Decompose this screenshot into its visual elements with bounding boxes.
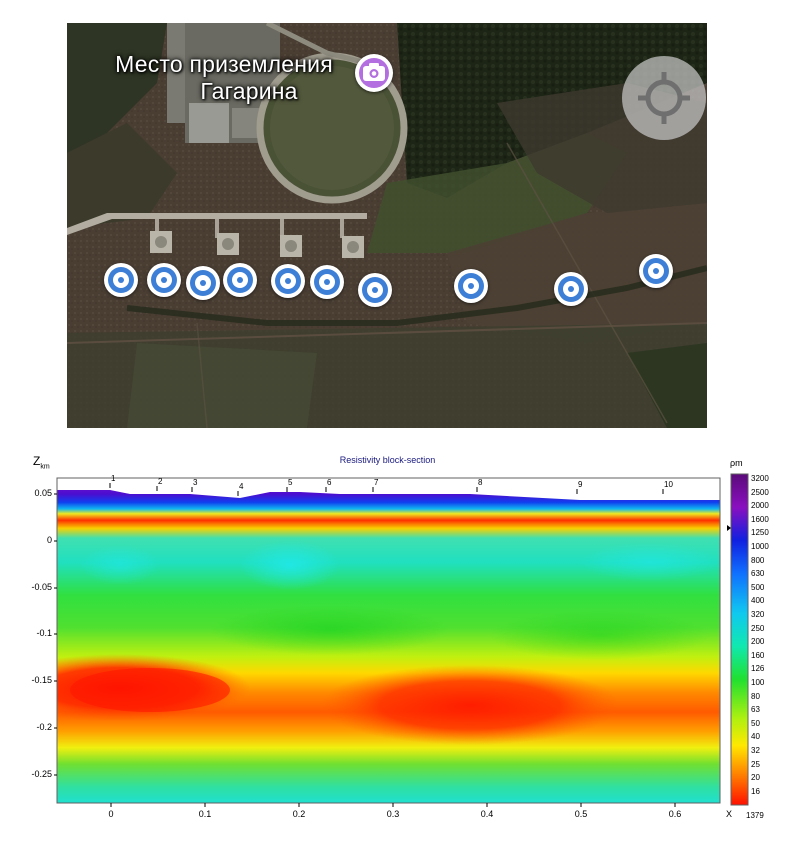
x-tick-label: 0.3 (386, 809, 400, 819)
colorbar-tick-label: 2500 (751, 487, 769, 497)
y-tick-label: -0.15 (31, 675, 52, 685)
station-label-4: 4 (239, 482, 244, 491)
camera-icon (363, 63, 385, 81)
y-tick-label: -0.25 (31, 769, 52, 779)
survey-marker-10[interactable] (639, 254, 673, 288)
place-label-line-2: Гагарина (200, 78, 298, 104)
colorbar-tick-label: 320 (751, 610, 765, 619)
marker-dot (568, 286, 574, 292)
survey-marker-6[interactable] (310, 265, 344, 299)
y-tick-label: -0.1 (36, 628, 52, 638)
x-tick-label: 0.1 (198, 809, 212, 819)
survey-marker-7[interactable] (358, 273, 392, 307)
colorbar-tick-label: 50 (751, 718, 760, 728)
photo-marker[interactable] (355, 54, 393, 92)
colorbar-tick-label: 2000 (751, 501, 769, 511)
station-label-1: 1 (111, 474, 116, 483)
survey-marker-2[interactable] (147, 263, 181, 297)
colorbar-tick-label: 1000 (751, 542, 769, 551)
colorbar-unit: ρm (730, 458, 743, 468)
colorbar-max-value: 1379 (746, 811, 764, 820)
z-axis-label: Zkm (33, 454, 50, 470)
marker-dot (285, 278, 291, 284)
colorbar-tick-label: 63 (751, 705, 760, 715)
marker-dot (200, 280, 206, 286)
station-label-7: 7 (374, 478, 379, 487)
colorbar-tick-label: 3200 (751, 474, 769, 483)
colorbar-tick-label: 20 (751, 773, 760, 783)
colorbar-tick-label: 160 (751, 650, 765, 660)
marker-dot (237, 277, 243, 283)
colorbar-tick-label: 250 (751, 623, 765, 633)
place-label-line-1: Место приземления (115, 51, 333, 77)
marker-dot (468, 283, 474, 289)
section-title: Resistivity block-section (339, 455, 436, 465)
colorbar-pointer-icon (727, 525, 731, 531)
marker-dot (324, 279, 330, 285)
station-label-8: 8 (478, 478, 483, 487)
colorbar-tick-label: 16 (751, 786, 760, 796)
survey-marker-1[interactable] (104, 263, 138, 297)
colorbar-tick-label: 200 (751, 637, 765, 647)
place-label[interactable]: Место приземления Гагарина (93, 51, 355, 105)
marker-dot (161, 277, 167, 283)
z-axis-unit: km (40, 463, 50, 471)
marker-dot (372, 287, 378, 293)
survey-marker-8[interactable] (454, 269, 488, 303)
x-tick-label: 0.5 (574, 809, 588, 819)
z-axis-letter: Z (33, 454, 41, 468)
resistivity-image (57, 478, 720, 803)
x-tick-label: 0.4 (480, 809, 494, 819)
y-tick-label: 0 (46, 535, 52, 545)
y-tick-label: -0.2 (36, 722, 52, 732)
colorbar-tick-label: 400 (751, 596, 765, 606)
section-plot (54, 473, 749, 807)
resistivity-section-panel: Resistivity block-section Zkm (0, 450, 794, 854)
survey-marker-4[interactable] (223, 263, 257, 297)
station-label-6: 6 (327, 478, 332, 487)
satellite-map[interactable]: Место приземления Гагарина (67, 23, 707, 428)
locate-button[interactable] (622, 56, 706, 140)
colorbar-tick-label: 1600 (751, 514, 769, 524)
plot-frame (56, 477, 721, 804)
station-label-3: 3 (193, 478, 198, 487)
marker-dot (653, 268, 659, 274)
map-imagery (67, 23, 707, 428)
survey-marker-9[interactable] (554, 272, 588, 306)
marker-dot (118, 277, 124, 283)
colorbar-tick-label: 100 (751, 678, 765, 687)
colorbar-tick-label: 800 (751, 555, 765, 565)
station-label-2: 2 (158, 477, 163, 486)
y-tick-label: 0.05 (34, 488, 52, 498)
station-label-5: 5 (288, 478, 293, 487)
colorbar-tick-label: 1250 (751, 528, 769, 538)
station-label-10: 10 (664, 480, 673, 489)
locate-crosshair-icon (638, 72, 690, 124)
axis-ticks (54, 483, 676, 807)
colorbar-tick-label: 630 (751, 569, 765, 579)
x-tick-label: 0.2 (292, 809, 306, 819)
colorbar-tick-label: 500 (751, 582, 765, 592)
x-axis-label: X (726, 809, 733, 819)
colorbar-tick-label: 40 (751, 732, 760, 742)
colorbar-tick-label: 25 (751, 759, 760, 769)
colorbar (730, 473, 749, 806)
colorbar-tick-label: 80 (751, 691, 760, 701)
station-label-9: 9 (578, 480, 583, 489)
colorbar-tick-label: 126 (751, 664, 765, 674)
colorbar-tick-label: 32 (751, 746, 760, 755)
survey-marker-3[interactable] (186, 266, 220, 300)
y-tick-label: -0.05 (31, 582, 52, 592)
survey-marker-5[interactable] (271, 264, 305, 298)
x-tick-label: 0 (108, 809, 114, 819)
x-tick-label: 0.6 (668, 809, 682, 819)
